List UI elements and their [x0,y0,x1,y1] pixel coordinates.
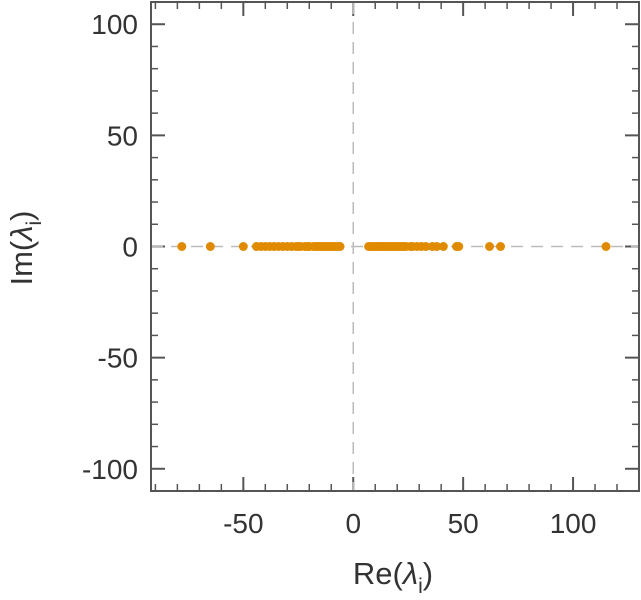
data-point [601,242,611,251]
data-point [438,242,448,251]
y-tick-label: 0 [122,232,138,263]
y-tick-labels: -100 -50 0 50 100 [82,9,138,485]
data-point [432,242,442,251]
data-point [485,242,495,251]
data-point [335,242,345,251]
data-points [177,242,611,251]
y-tick-label: 50 [107,120,138,151]
y-axis-label: Im(λi) [4,210,46,285]
plot-frame [150,1,640,492]
x-axis-label: Re(λi) [353,556,433,598]
y-tick-label: -50 [98,343,138,374]
y-tick-label: -100 [82,454,138,485]
data-point [177,242,187,251]
x-tick-label: -50 [223,508,263,539]
x-tick-labels: -50 0 50 100 [223,508,596,539]
data-point [421,242,431,251]
x-tick-label: 100 [550,508,597,539]
data-point [238,242,248,251]
data-point [496,242,506,251]
data-point [205,242,215,251]
x-tick-label: 50 [448,508,479,539]
x-tick-label: 0 [345,508,361,539]
y-tick-label: 100 [91,9,138,40]
data-point [454,242,464,251]
